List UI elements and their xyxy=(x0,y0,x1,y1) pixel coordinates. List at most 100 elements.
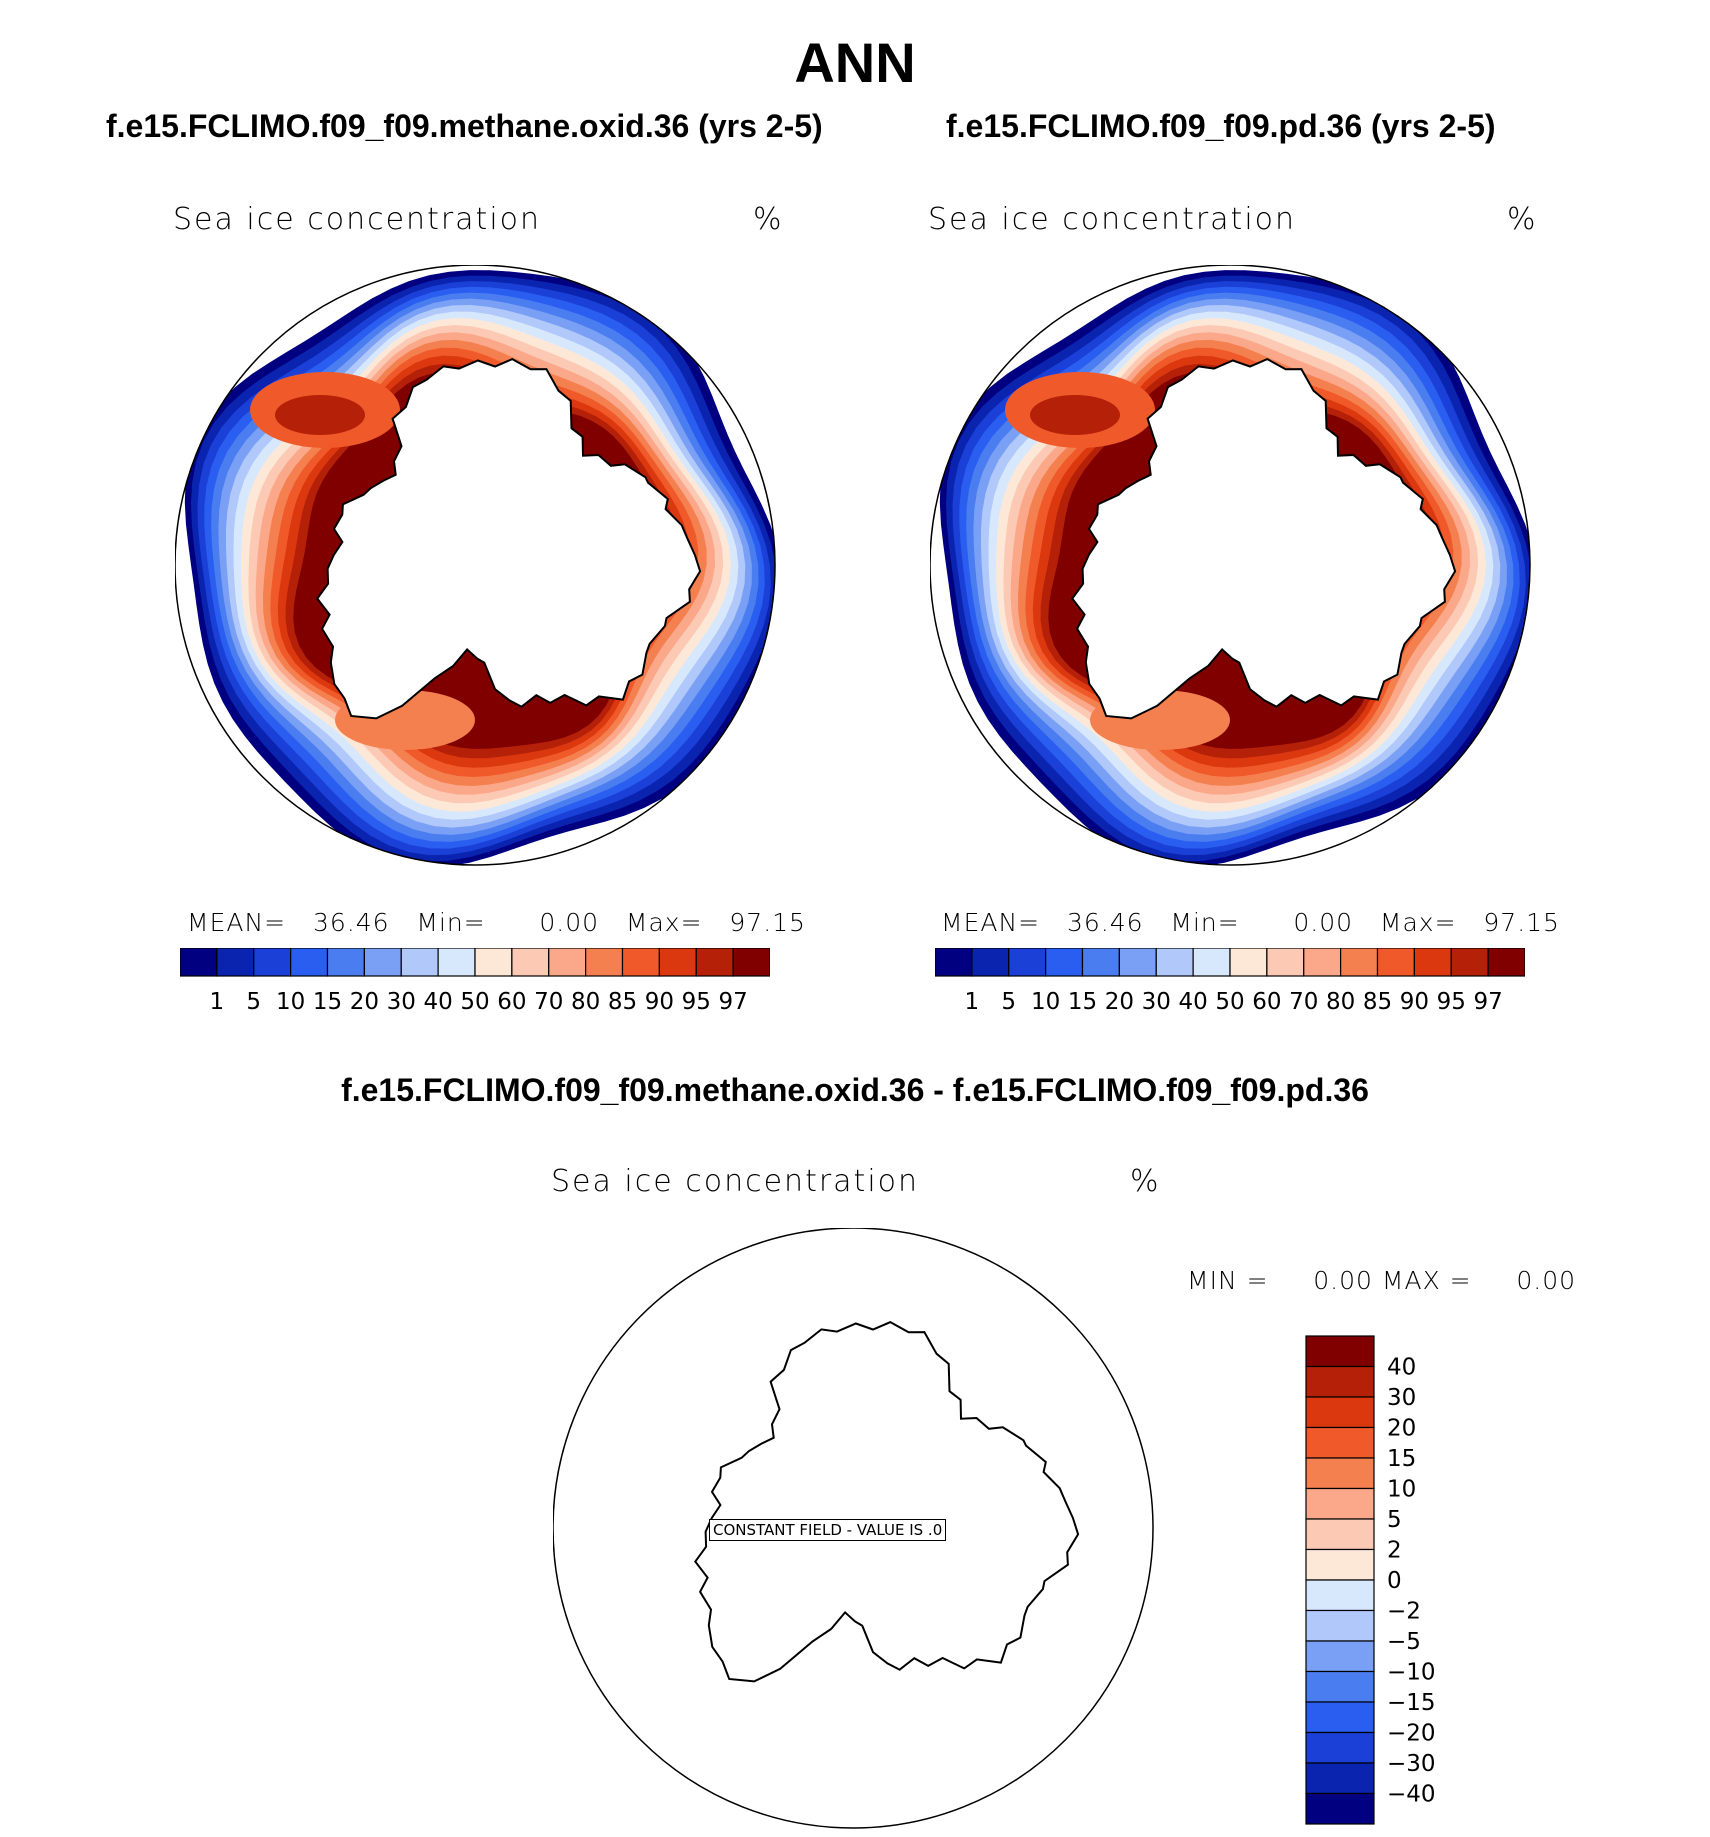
mean-label: MEAN= xyxy=(941,908,1041,937)
map-boundary xyxy=(930,265,1531,866)
colorbar-tick-label: 97 xyxy=(718,989,747,1015)
colorbar-swatch xyxy=(1303,948,1342,977)
colorbar-swatch xyxy=(1305,1396,1375,1429)
colorbar-swatch xyxy=(253,948,292,977)
colorbar-swatch xyxy=(1340,948,1379,977)
colorbar-swatch xyxy=(621,948,660,977)
colorbar-tick-label: 30 xyxy=(1142,989,1171,1015)
colorbar-tick-label: 10 xyxy=(276,989,305,1015)
diff-panel-title: f.e15.FCLIMO.f09_f09.methane.oxid.36 - f… xyxy=(341,1072,1369,1108)
colorbar-swatch xyxy=(1376,948,1415,977)
max-value: 97.15 xyxy=(1483,908,1560,937)
colorbar-swatch xyxy=(326,948,365,977)
panel1-stats: MEAN= 36.46 Min= 0.00 Max= 97.15 xyxy=(187,908,806,937)
colorbar-swatch xyxy=(1118,948,1157,977)
colorbar-swatch xyxy=(1305,1579,1375,1612)
min-label: Min= xyxy=(416,908,486,937)
colorbar-swatch xyxy=(216,948,255,977)
colorbar-swatch xyxy=(1487,948,1525,977)
colorbar-tick-label: 1 xyxy=(210,989,225,1015)
colorbar-tick-label: 0 xyxy=(1387,1568,1402,1594)
colorbar-tick-label: 15 xyxy=(313,989,342,1015)
colorbar-tick-label: 90 xyxy=(645,989,674,1015)
colorbar-tick-label: 60 xyxy=(1252,989,1281,1015)
map-boundary xyxy=(175,265,776,866)
colorbar-swatch xyxy=(290,948,329,977)
panel1-map xyxy=(175,265,776,866)
colorbar-swatch xyxy=(1081,948,1120,977)
colorbar-swatch xyxy=(658,948,697,977)
panel2-case-title: f.e15.FCLIMO.f09_f09.pd.36 (yrs 2-5) xyxy=(946,108,1496,144)
colorbar-tick-label: 85 xyxy=(608,989,637,1015)
panel2-colorbar: 1 5 10 15 20 30 40 50 60 70 80 85 90 95 97 xyxy=(935,948,1525,1015)
colorbar-tick-label: 70 xyxy=(534,989,563,1015)
colorbar-tick-label: 40 xyxy=(1387,1355,1416,1381)
figure-title: ANN xyxy=(794,31,916,94)
ice-contour xyxy=(275,395,365,435)
colorbar-tick-label: 80 xyxy=(1326,989,1355,1015)
colorbar-tick-label: 97 xyxy=(1473,989,1502,1015)
colorbar-tick-label: 40 xyxy=(1178,989,1207,1015)
colorbar-tick-label: 95 xyxy=(682,989,711,1015)
max-label: Max= xyxy=(625,908,703,937)
colorbar-tick-label: 10 xyxy=(1387,1477,1416,1503)
colorbar-tick-label: 1 xyxy=(965,989,980,1015)
max-label: Max= xyxy=(1379,908,1457,937)
sea-ice-field xyxy=(184,270,775,865)
diff-units-label: % xyxy=(1130,1164,1161,1199)
constant-field-label: CONSTANT FIELD - VALUE IS .0 xyxy=(709,1519,947,1541)
sea-ice-field xyxy=(939,270,1530,865)
colorbar-tick-label: −20 xyxy=(1387,1721,1436,1747)
colorbar-swatch xyxy=(1305,1487,1375,1520)
colorbar-tick-label: −2 xyxy=(1387,1599,1421,1625)
colorbar-swatch xyxy=(695,948,734,977)
colorbar-swatch xyxy=(1305,1548,1375,1581)
colorbar-tick-label: 15 xyxy=(1068,989,1097,1015)
colorbar-swatch xyxy=(1008,948,1047,977)
colorbar-swatch xyxy=(474,948,513,977)
panel1-colorbar: 1 5 10 15 20 30 40 50 60 70 80 85 90 95 97 xyxy=(180,948,770,1015)
min-value: 0.00 xyxy=(539,908,600,937)
colorbar-swatch xyxy=(363,948,402,977)
max-label: MAX = xyxy=(1381,1266,1472,1295)
colorbar-tick-label: 5 xyxy=(1387,1507,1402,1533)
colorbar-tick-label: 20 xyxy=(1387,1416,1416,1442)
mean-label: MEAN= xyxy=(187,908,287,937)
colorbar-tick-label: 5 xyxy=(1001,989,1016,1015)
panel1-variable-label: Sea ice concentration xyxy=(173,202,542,237)
colorbar-tick-label: −40 xyxy=(1387,1782,1436,1808)
colorbar-swatch xyxy=(1305,1670,1375,1703)
colorbar-swatch xyxy=(1413,948,1452,977)
colorbar-tick-label: 40 xyxy=(423,989,452,1015)
coastline-antarctica xyxy=(1071,357,1457,720)
colorbar-swatch xyxy=(1305,1792,1375,1825)
max-value: 97.15 xyxy=(729,908,806,937)
panel2-stats: MEAN= 36.46 Min= 0.00 Max= 97.15 xyxy=(941,908,1560,937)
colorbar-swatch xyxy=(1450,948,1489,977)
colorbar-swatch xyxy=(1305,1762,1375,1795)
colorbar-swatch xyxy=(1305,1365,1375,1398)
min-label: Min= xyxy=(1170,908,1240,937)
colorbar-swatch xyxy=(1305,1609,1375,1642)
colorbar-tick-label: 15 xyxy=(1387,1446,1416,1472)
colorbar-swatch xyxy=(511,948,550,977)
diff-variable-label: Sea ice concentration xyxy=(551,1164,920,1199)
colorbar-swatch xyxy=(1305,1335,1375,1368)
colorbar-swatch xyxy=(1192,948,1231,977)
ice-contour xyxy=(1030,395,1120,435)
colorbar-swatch xyxy=(935,948,973,977)
panel2-map xyxy=(930,265,1531,866)
colorbar-swatch xyxy=(585,948,624,977)
colorbar-swatch xyxy=(400,948,439,977)
colorbar-tick-label: 50 xyxy=(460,989,489,1015)
colorbar-swatch xyxy=(1229,948,1268,977)
colorbar-tick-label: 30 xyxy=(1387,1385,1416,1411)
mean-value: 36.46 xyxy=(312,908,390,937)
colorbar-tick-label: −30 xyxy=(1387,1751,1436,1777)
colorbar-tick-label: 95 xyxy=(1437,989,1466,1015)
min-value: 0.00 xyxy=(1293,908,1354,937)
colorbar-tick-label: 80 xyxy=(571,989,600,1015)
coastline-path xyxy=(694,1320,1080,1683)
mean-value: 36.46 xyxy=(1066,908,1144,937)
colorbar-swatch xyxy=(1305,1640,1375,1673)
